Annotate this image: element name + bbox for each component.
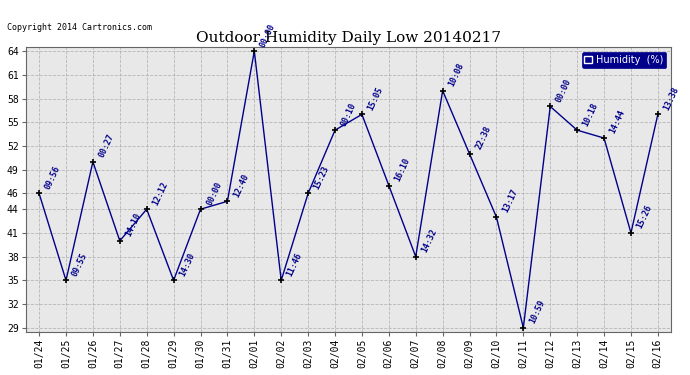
Legend: Humidity  (%): Humidity (%) [582, 52, 667, 68]
Text: 16:10: 16:10 [393, 156, 412, 183]
Title: Outdoor Humidity Daily Low 20140217: Outdoor Humidity Daily Low 20140217 [196, 31, 501, 45]
Text: 14:10: 14:10 [124, 211, 143, 238]
Text: 14:30: 14:30 [178, 251, 197, 278]
Text: 00:00: 00:00 [259, 22, 277, 48]
Text: 15:23: 15:23 [313, 164, 331, 190]
Text: 00:00: 00:00 [554, 77, 573, 104]
Text: 12:12: 12:12 [151, 180, 170, 207]
Text: 09:55: 09:55 [70, 251, 89, 278]
Text: 10:08: 10:08 [447, 62, 466, 88]
Text: 11:46: 11:46 [286, 251, 304, 278]
Text: 00:00: 00:00 [205, 180, 224, 207]
Text: 10:59: 10:59 [528, 298, 546, 325]
Text: 22:38: 22:38 [474, 124, 493, 151]
Text: 00:10: 00:10 [339, 101, 358, 128]
Text: 14:32: 14:32 [420, 227, 439, 254]
Text: 14:44: 14:44 [608, 109, 627, 135]
Text: 09:56: 09:56 [43, 164, 62, 190]
Text: 12:40: 12:40 [232, 172, 250, 198]
Text: 13:38: 13:38 [662, 85, 681, 112]
Text: 15:05: 15:05 [366, 85, 385, 112]
Text: 15:26: 15:26 [635, 204, 654, 230]
Text: Copyright 2014 Cartronics.com: Copyright 2014 Cartronics.com [7, 22, 152, 32]
Text: 13:17: 13:17 [501, 188, 520, 214]
Text: 00:27: 00:27 [97, 132, 116, 159]
Text: 10:18: 10:18 [581, 101, 600, 128]
